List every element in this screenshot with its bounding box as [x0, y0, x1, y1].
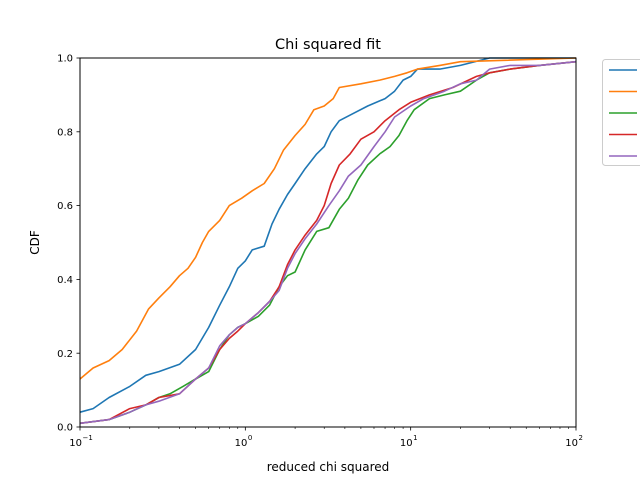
series-layer — [79, 57, 577, 425]
y-axis-ticks: 0.0 0.2 0.4 0.6 0.8 1.0 — [57, 54, 80, 434]
x-tick-label-exponent: −1 — [83, 434, 93, 442]
series-line-2 — [79, 57, 577, 380]
series-line-3 — [79, 60, 577, 425]
x-axis-label: reduced chi squared — [267, 460, 390, 474]
x-tick-label-base: 10 — [400, 438, 413, 449]
x-tick-label-base: 10 — [565, 438, 578, 449]
y-tick-label: 0.0 — [57, 423, 73, 434]
y-tick-label: 0.2 — [57, 349, 73, 360]
series-line-1 — [79, 57, 576, 413]
x-tick-label: 10 0 — [235, 434, 253, 449]
x-tick-label-exponent: 2 — [579, 434, 583, 442]
y-axis-label: CDF — [28, 230, 42, 255]
x-tick-label-exponent: 1 — [413, 434, 417, 442]
x-tick-label: 10 1 — [400, 434, 418, 449]
y-tick-label: 1.0 — [57, 54, 73, 65]
y-tick-label: 0.4 — [57, 275, 73, 286]
legend — [602, 59, 640, 166]
y-tick-label: 0.6 — [57, 201, 73, 212]
series-line-5 — [79, 60, 577, 425]
chart-title: Chi squared fit — [275, 37, 381, 53]
y-tick-label: 0.8 — [57, 127, 73, 138]
x-tick-label-exponent: 0 — [248, 434, 252, 442]
x-tick-label-base: 10 — [235, 438, 248, 449]
x-tick-label: 10 2 — [565, 434, 583, 449]
x-tick-label: 10 −1 — [69, 434, 93, 449]
plot-frame — [79, 57, 577, 428]
x-tick-label-base: 10 — [69, 438, 82, 449]
